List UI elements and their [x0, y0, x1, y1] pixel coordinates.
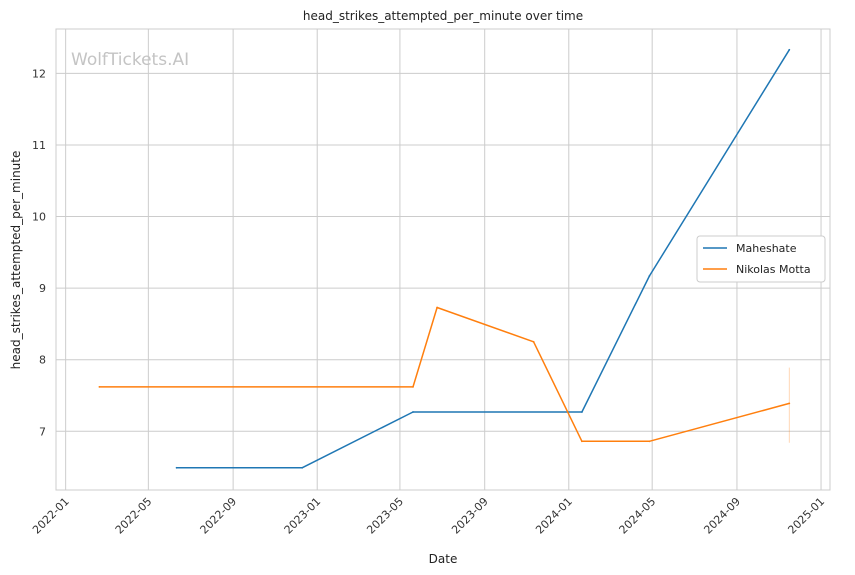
- x-tick-label: 2022-09: [198, 495, 240, 537]
- x-tick-label: 2023-09: [449, 495, 491, 537]
- data-point: [412, 386, 414, 388]
- chart-title: head_strikes_attempted_per_minute over t…: [303, 9, 583, 23]
- legend-label-1: Nikolas Motta: [736, 263, 811, 276]
- y-tick-labels: 7 8 9 10 11 12: [32, 67, 46, 438]
- data-point: [98, 386, 101, 388]
- x-tick-label: 2024-09: [701, 495, 743, 537]
- x-tick-label: 2024-05: [617, 495, 659, 537]
- data-point: [788, 48, 791, 51]
- data-point: [175, 466, 178, 469]
- y-tick-label: 7: [39, 425, 46, 438]
- x-tick-label: 2025-01: [785, 495, 827, 537]
- data-point: [648, 275, 651, 277]
- data-point: [301, 466, 303, 469]
- legend-label-0: Maheshate: [736, 242, 797, 255]
- series-line-0: [176, 49, 790, 469]
- y-tick-label: 10: [32, 211, 46, 224]
- series-layer: [98, 48, 791, 469]
- legend: Maheshate Nikolas Motta: [696, 235, 826, 283]
- watermark: WolfTickets.AI: [71, 50, 189, 70]
- x-tick-label: 2023-01: [282, 495, 324, 537]
- y-tick-label: 8: [39, 354, 46, 367]
- x-tick-labels: 2022-01 2022-05 2022-09 2023-01 2023-05 2023-…: [30, 495, 827, 537]
- x-tick-label: 2024-01: [533, 495, 575, 537]
- data-point: [412, 411, 414, 413]
- x-tick-label: 2022-01: [30, 495, 72, 537]
- y-tick-label: 11: [32, 139, 46, 152]
- data-point: [532, 340, 535, 343]
- data-point: [581, 411, 583, 413]
- x-tick-label: 2023-05: [364, 495, 406, 537]
- y-tick-label: 9: [39, 282, 46, 295]
- y-tick-label: 12: [32, 67, 46, 80]
- y-axis-label: head_strikes_attempted_per_minute: [9, 151, 23, 370]
- x-tick-label: 2022-05: [113, 495, 155, 537]
- legend-box: [696, 235, 826, 283]
- data-point: [648, 440, 651, 443]
- data-point: [581, 440, 583, 443]
- data-point: [436, 306, 438, 309]
- x-axis-label: Date: [429, 552, 458, 566]
- data-point: [788, 402, 791, 405]
